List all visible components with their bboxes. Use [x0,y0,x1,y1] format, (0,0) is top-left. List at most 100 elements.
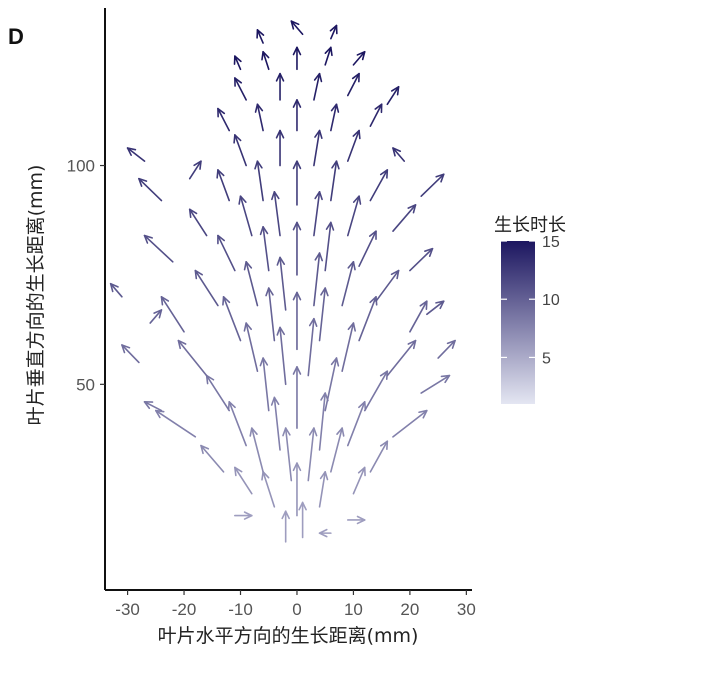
growth-arrow [329,24,338,40]
growth-arrow [420,173,445,197]
growth-arrow [282,427,293,482]
growth-arrow [194,269,219,307]
arrow-layer [109,20,456,543]
growth-arrow [330,427,345,473]
growth-arrow [318,528,332,538]
growth-arrow [227,401,247,447]
x-axis-title: 叶片水平方向的生长距离(mm) [158,625,419,647]
growth-arrow [216,169,231,202]
legend-title: 生长时长 [494,215,566,236]
growth-arrow [358,230,377,267]
growth-arrow [222,296,242,342]
growth-arrow [346,515,366,525]
growth-arrow [318,287,329,342]
growth-arrow [363,370,389,412]
growth-arrow [205,374,231,412]
growth-arrow [270,396,281,451]
y-tick-label: 50 [76,375,95,394]
x-tick-label: -30 [115,600,140,619]
growth-arrow [324,221,335,272]
growth-arrow [256,29,265,44]
growth-arrow [352,50,366,66]
growth-arrow [143,401,163,412]
x-axis-ticks: -30 -20 -10 0 10 20 30 [115,590,476,619]
growth-arrow [138,177,163,202]
growth-arrow [155,409,197,438]
growth-arrow [292,462,302,517]
growth-arrow [292,366,302,429]
y-axis-title: 叶片垂直方向的生长距离(mm) [25,165,47,426]
growth-arrow [234,466,253,495]
x-tick-label: -10 [228,600,253,619]
growth-arrow [313,129,323,167]
growth-arrow [307,317,318,377]
x-tick-label: 30 [457,600,476,619]
growth-arrow [409,300,428,333]
growth-arrow [275,129,285,167]
growth-arrow [200,444,225,473]
legend-tick-label: 15 [542,234,560,251]
growth-arrow [369,169,389,202]
growth-arrow [249,427,264,473]
growth-arrow [292,46,302,71]
growth-arrow [177,339,208,377]
growth-arrow [386,85,400,106]
growth-arrow [271,190,281,237]
growth-arrow [346,401,367,447]
growth-arrow [275,72,285,101]
growth-arrow [369,440,389,473]
growth-arrow [126,147,146,162]
y-axis-ticks: 50 100 [67,157,105,394]
growth-arrow [238,195,253,237]
legend-tick-label: 10 [542,292,560,309]
growth-arrow [330,103,340,132]
growth-arrow [292,99,302,132]
growth-arrow [109,282,123,298]
growth-arrow [160,296,185,333]
growth-arrow [265,287,276,342]
growth-arrow [324,46,333,66]
x-tick-label: 20 [400,600,419,619]
growth-arrow [346,72,360,97]
growth-arrow [292,160,302,206]
color-legend: 生长时长 5 10 15 [494,215,566,404]
growth-arrow [143,234,174,263]
growth-arrow [358,296,378,342]
x-tick-label: 10 [344,600,363,619]
growth-arrow [409,247,434,272]
growth-arrow [121,344,140,364]
growth-arrow [369,103,383,127]
growth-arrow [437,339,456,359]
growth-arrow [313,72,323,101]
growth-arrow [276,326,287,386]
growth-arrow [188,160,202,180]
growth-arrow [259,225,270,272]
growth-arrow [254,103,264,132]
growth-arrow [290,20,304,36]
growth-arrow [149,309,163,324]
growth-arrow [341,322,356,373]
legend-tick-label: 5 [542,350,551,367]
growth-arrow [346,195,362,237]
growth-arrow [292,291,302,351]
growth-arrow [420,374,451,394]
growth-arrow [307,427,318,482]
panel-label: D [8,24,24,49]
growth-arrow [392,147,406,162]
growth-arrow [233,55,242,71]
growth-arrow [259,357,270,412]
growth-arrow [346,129,361,162]
growth-arrow [352,466,366,495]
growth-arrow [233,134,247,167]
growth-arrow [426,300,445,316]
growth-arrow [217,107,231,132]
growth-arrow [313,252,324,307]
y-tick-label: 100 [67,157,95,176]
growth-arrow [392,204,417,232]
legend-colorbar [501,241,535,404]
growth-arrow [276,256,287,311]
growth-arrow [375,269,400,302]
growth-arrow [281,510,290,543]
growth-arrow [243,322,259,373]
